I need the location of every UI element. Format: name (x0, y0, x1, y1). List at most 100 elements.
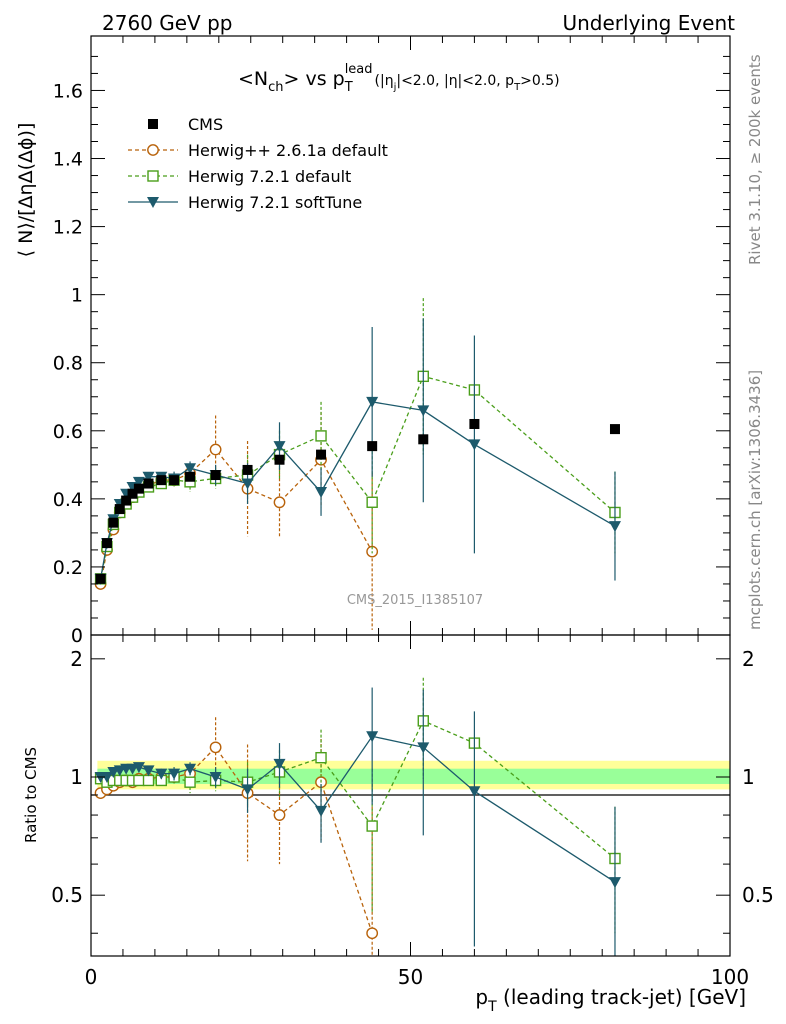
header-analysis-label: Underlying Event (562, 11, 735, 35)
main-series-herwig-7-2-1-softtune (94, 318, 621, 585)
main-ytick-label-1.6: 1.6 (53, 80, 83, 102)
ratio-line-herwig-2-6-1a-default (100, 746, 373, 934)
ratio-point-herwig-7-2-1-softtune-15 (366, 731, 379, 743)
legend-entry-herwig-7-2-1-softtune: Herwig 7.2.1 softTune (128, 193, 362, 212)
main-plot-frame (90, 35, 731, 636)
main-point-cms-4 (121, 495, 132, 506)
main-point-herwig-7-2-1-softtune-12 (241, 478, 254, 490)
main-point-herwig-7-2-1-softtune-14 (315, 487, 328, 499)
main-point-herwig-7-2-1-softtune-10 (184, 463, 197, 475)
main-point-cms-11 (210, 470, 221, 481)
main-point-cms-2 (108, 517, 119, 528)
main-panel: 0 0.2 0.4 0.6 0.8 1 1.2 1.4 1.6 (53, 35, 731, 647)
main-point-cms-16 (418, 434, 429, 445)
rivet-version-label: Rivet 3.1.10, ≥ 200k events (746, 54, 764, 265)
ratio-ytick-label-right-1: 1 (742, 765, 755, 789)
main-series-herwig-2-6-1a-default (94, 412, 379, 630)
main-point-cms-8 (156, 475, 167, 486)
ratio-point-herwig-7-2-1-default-10 (184, 776, 196, 788)
main-point-herwig-7-2-1-softtune-6 (132, 476, 145, 488)
main-point-cms-12 (242, 464, 253, 475)
legend: CMS Herwig++ 2.6.1a default Herwig 7.2.1 d… (128, 115, 388, 212)
ratio-xtick-label-50: 50 (398, 965, 423, 989)
main-point-herwig-7-2-1-softtune-17 (468, 439, 481, 451)
main-line-herwig-7-2-1-softtune (99, 401, 616, 579)
main-point-cms-10 (185, 471, 196, 482)
main-ytick-label-0.6: 0.6 (53, 421, 83, 443)
main-ytick-label-0.2: 0.2 (53, 557, 83, 579)
legend-label-herwig-7-2-1-softtune: Herwig 7.2.1 softTune (188, 193, 362, 212)
x-axis-label: pT (leading track-jet) [GeV] (475, 985, 746, 1015)
main-point-cms-6 (133, 483, 144, 494)
main-ytick-label-1: 1 (71, 285, 83, 307)
mcplots-reference-label: mcplots.cern.ch [arXiv:1306.3436] (746, 370, 764, 630)
main-point-herwig-2-6-1a-default-13 (273, 496, 286, 509)
ratio-point-herwig-2-6-1a-default-15 (366, 927, 379, 940)
main-point-cms-3 (114, 504, 125, 515)
main-point-cms-5 (127, 488, 138, 499)
main-point-herwig-7-2-1-softtune-16 (417, 405, 430, 417)
main-point-cms-18 (609, 424, 620, 435)
plot-title-text: <Nch> vs pTlead(|ηj|<2.0, |η|<2.0, pT>0.… (238, 62, 560, 95)
ratio-point-herwig-7-2-1-softtune-6 (132, 762, 145, 774)
ratio-point-herwig-7-2-1-default-6 (133, 774, 145, 787)
main-series-herwig-7-2-1-default (94, 298, 621, 585)
main-line-herwig-2-6-1a-default (99, 448, 373, 585)
ratio-point-herwig-7-2-1-softtune-12 (241, 784, 254, 796)
ratio-xtick-label-100: 100 (711, 965, 749, 989)
ratio-point-herwig-7-2-1-softtune-9 (168, 768, 181, 780)
ratio-series-herwig-7-2-1-softtune (94, 687, 621, 956)
analysis-watermark: CMS_2015_I1385107 (347, 593, 483, 608)
ratio-ytick-label-1: 1 (70, 765, 83, 789)
legend-label-cms: CMS (188, 115, 223, 134)
ratio-point-herwig-7-2-1-default-15 (366, 820, 378, 832)
legend-entry-herwig-7-2-1-default: Herwig 7.2.1 default (128, 167, 351, 186)
ratio-point-herwig-7-2-1-softtune-8 (155, 768, 168, 780)
main-ytick-label-0: 0 (71, 625, 83, 647)
ratio-line-herwig-7-2-1-default (100, 720, 616, 860)
ratio-y-axis-label: Ratio to CMS (22, 747, 40, 843)
ratio-point-herwig-7-2-1-default-7 (142, 774, 155, 787)
main-point-cms-13 (274, 454, 285, 465)
main-ytick-label-1.2: 1.2 (53, 217, 83, 239)
header-collision-label: 2760 GeV pp (102, 11, 233, 35)
legend-marker-herwig-7-2-1-softtune (147, 197, 159, 208)
ratio-point-herwig-7-2-1-softtune-14 (315, 805, 328, 817)
legend-entry-cms: CMS (148, 115, 223, 134)
legend-marker-herwig-2-6-1a-default (147, 144, 159, 156)
main-ytick-label-0.4: 0.4 (53, 489, 83, 511)
main-point-cms-9 (169, 475, 180, 486)
ratio-point-herwig-2-6-1a-default-11 (209, 741, 222, 754)
main-point-herwig-7-2-1-softtune-18 (608, 521, 621, 533)
ratio-point-herwig-7-2-1-softtune-1 (100, 772, 113, 784)
plot-title: <Nch> vs pTlead(|ηj|<2.0, |η|<2.0, pT>0.… (238, 62, 560, 95)
ratio-ytick-label-right-0.5: 0.5 (742, 883, 774, 907)
main-ytick-label-1.4: 1.4 (53, 149, 83, 171)
main-point-herwig-7-2-1-softtune-15 (366, 396, 379, 408)
main-point-herwig-7-2-1-softtune-13 (273, 441, 286, 453)
ratio-point-herwig-7-2-1-softtune-16 (417, 742, 430, 754)
ratio-line-herwig-7-2-1-softtune (100, 735, 616, 883)
ratio-point-herwig-7-2-1-softtune-11 (209, 772, 222, 784)
main-point-herwig-7-2-1-softtune-7 (142, 471, 155, 483)
legend-marker-herwig-7-2-1-default (147, 170, 159, 182)
legend-label-herwig-2-6-1a-default: Herwig++ 2.6.1a default (188, 141, 388, 160)
ratio-ytick-label-2: 2 (70, 647, 83, 671)
ratio-point-herwig-7-2-1-softtune-7 (142, 765, 155, 777)
ratio-panel: 0 50 100 0.5 0.5 1 1 2 2 (51, 634, 774, 989)
main-point-cms-7 (143, 478, 154, 489)
main-point-cms-17 (469, 418, 480, 429)
ratio-ytick-label-0.5: 0.5 (51, 883, 83, 907)
main-y-axis-label: ⟨ N⟩/[ΔηΔ(Δϕ)] (15, 123, 37, 258)
main-point-cms-0 (95, 573, 106, 584)
ratio-ytick-label-right-2: 2 (742, 647, 755, 671)
main-ytick-label-0.8: 0.8 (53, 353, 83, 375)
legend-label-herwig-7-2-1-default: Herwig 7.2.1 default (188, 167, 351, 186)
ratio-point-herwig-7-2-1-softtune-10 (184, 763, 197, 775)
ratio-point-herwig-7-2-1-softtune-18 (608, 877, 621, 889)
legend-entry-herwig-2-6-1a-default: Herwig++ 2.6.1a default (128, 141, 388, 160)
ratio-series-herwig-7-2-1-default (94, 677, 621, 934)
ratio-point-herwig-7-2-1-softtune-17 (468, 786, 481, 798)
main-point-cms-14 (316, 449, 327, 460)
